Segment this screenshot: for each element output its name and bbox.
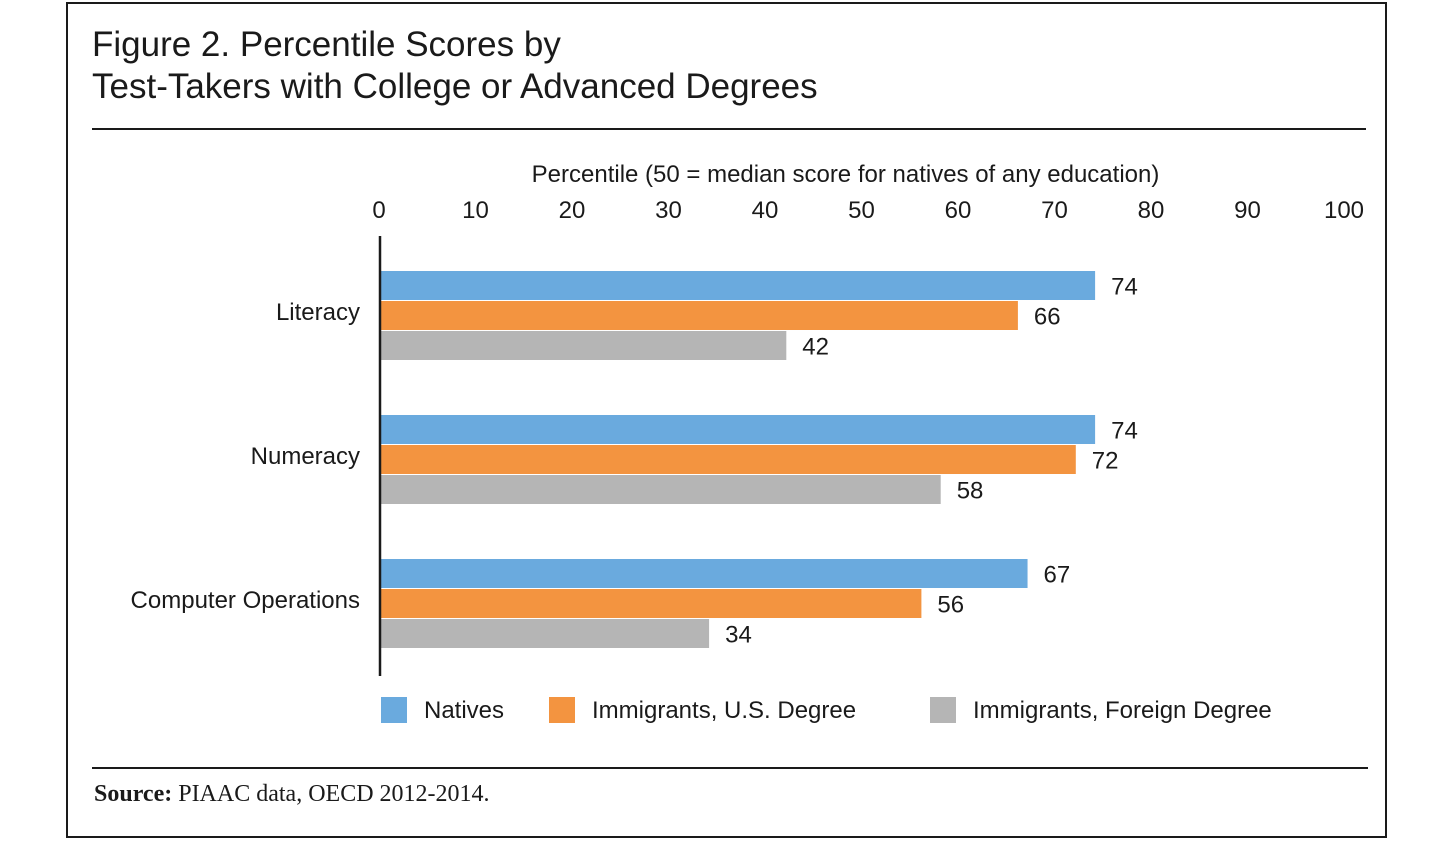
x-tick-label-8: 80: [1138, 197, 1165, 224]
category-label-0: Literacy: [276, 299, 360, 326]
legend-label-2: Immigrants, Foreign Degree: [973, 697, 1272, 724]
source-label: Source:: [94, 781, 173, 807]
bar-2-0: [381, 559, 1028, 588]
bar-1-0: [381, 415, 1096, 444]
data-label-2-1: 56: [937, 592, 964, 619]
data-label-0-0: 74: [1111, 274, 1138, 301]
legend-swatch-1: [549, 697, 575, 723]
source-text: PIAAC data, OECD 2012-2014.: [178, 781, 490, 807]
legend-label-0: Natives: [424, 697, 504, 724]
data-label-1-0: 74: [1111, 418, 1138, 445]
x-tick-label-0: 0: [372, 197, 385, 224]
legend-label-1: Immigrants, U.S. Degree: [592, 697, 856, 724]
bar-1-2: [381, 475, 941, 504]
x-tick-label-9: 90: [1234, 197, 1261, 224]
chart-title-line-2: Test-Takers with College or Advanced Deg…: [92, 67, 818, 106]
x-tick-label-3: 30: [655, 197, 682, 224]
category-label-1: Numeracy: [251, 443, 360, 470]
category-label-2: Computer Operations: [131, 587, 360, 614]
source-divider: [92, 767, 1368, 769]
x-tick-label-5: 50: [848, 197, 875, 224]
x-tick-label-7: 70: [1041, 197, 1068, 224]
bar-0-2: [381, 331, 787, 360]
data-label-0-1: 66: [1034, 304, 1061, 331]
x-tick-label-6: 60: [945, 197, 972, 224]
chart-title-line-1: Figure 2. Percentile Scores by: [92, 25, 561, 64]
bar-2-1: [381, 589, 922, 618]
x-tick-label-2: 20: [559, 197, 586, 224]
data-label-0-2: 42: [802, 334, 829, 361]
title-divider: [92, 128, 1366, 130]
x-tick-label-1: 10: [462, 197, 489, 224]
legend-swatch-2: [930, 697, 956, 723]
source-note: Source: PIAAC data, OECD 2012-2014.: [94, 781, 490, 808]
bar-1-1: [381, 445, 1076, 474]
x-axis-label: Percentile (50 = median score for native…: [532, 161, 1160, 188]
bar-0-1: [381, 301, 1018, 330]
data-label-2-2: 34: [725, 622, 752, 649]
data-label-1-2: 58: [957, 478, 984, 505]
x-tick-label-4: 40: [752, 197, 779, 224]
data-label-2-0: 67: [1044, 562, 1071, 589]
chart-title: Figure 2. Percentile Scores by Test-Take…: [92, 24, 818, 108]
bar-0-0: [381, 271, 1096, 300]
data-label-1-1: 72: [1092, 448, 1119, 475]
bar-2-2: [381, 619, 710, 648]
legend-swatch-0: [381, 697, 407, 723]
x-tick-label-10: 100: [1324, 197, 1364, 224]
